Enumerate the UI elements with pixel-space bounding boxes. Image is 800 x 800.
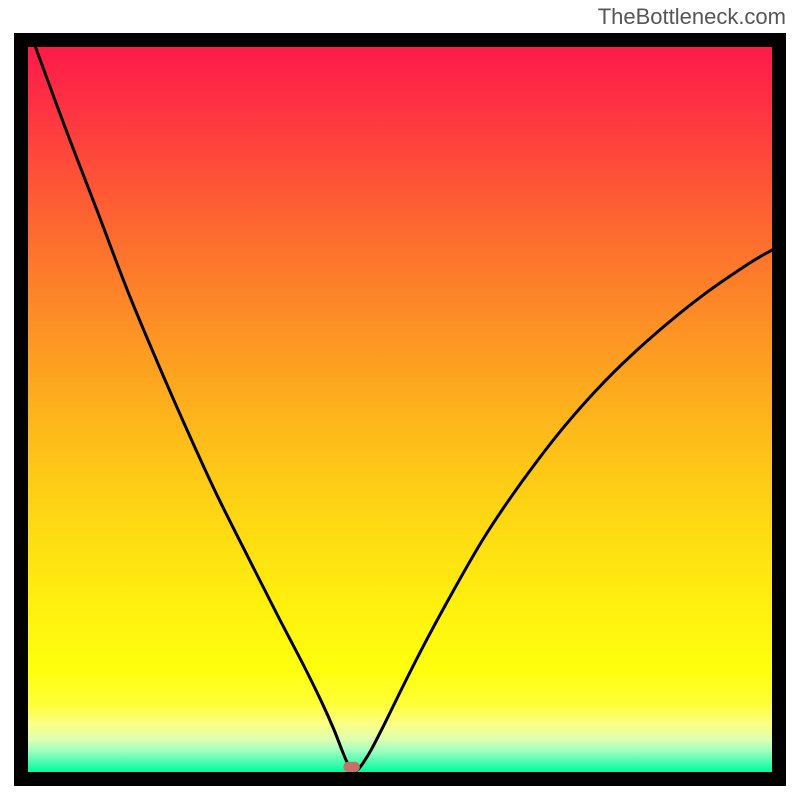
plot-background: [28, 47, 772, 772]
optimum-marker: [343, 762, 359, 772]
watermark-text: TheBottleneck.com: [598, 4, 786, 30]
bottleneck-chart: [0, 0, 800, 800]
chart-stage: TheBottleneck.com: [0, 0, 800, 800]
